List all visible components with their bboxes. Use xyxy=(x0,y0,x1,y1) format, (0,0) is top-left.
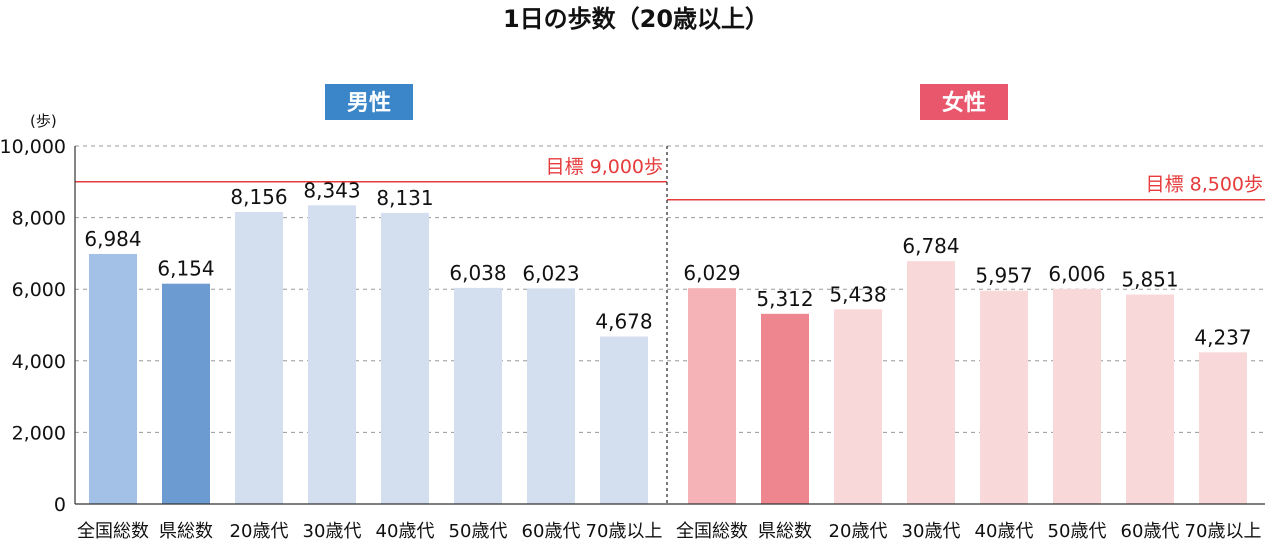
male-value-label: 4,678 xyxy=(595,310,652,334)
male-bar xyxy=(527,288,575,504)
male-category-label: 50歳代 xyxy=(449,521,508,542)
female-bar xyxy=(688,288,736,504)
female-target-label: 目標 8,500歩 xyxy=(1146,174,1263,196)
female-value-label: 5,438 xyxy=(829,282,886,306)
female-bar xyxy=(1199,352,1247,504)
male-value-label: 6,038 xyxy=(449,261,506,285)
male-category-label: 30歳代 xyxy=(303,521,362,542)
female-value-label: 4,237 xyxy=(1194,325,1251,349)
male-category-label: 60歳代 xyxy=(522,521,581,542)
male-bar xyxy=(235,212,283,504)
male-value-label: 6,984 xyxy=(84,227,141,251)
y-tick-label: 8,000 xyxy=(12,208,66,230)
female-badge-label: 女性 xyxy=(942,90,986,116)
male-bar xyxy=(308,205,356,504)
female-value-label: 6,784 xyxy=(902,234,959,258)
female-value-label: 5,312 xyxy=(756,287,813,311)
female-bar xyxy=(1126,294,1174,504)
female-badge xyxy=(920,84,1008,120)
female-value-label: 6,006 xyxy=(1048,262,1105,286)
male-category-label: 全国総数 xyxy=(77,521,149,542)
chart-title: 1日の歩数（20歳以上） xyxy=(503,5,769,33)
female-category-label: 県総数 xyxy=(758,521,812,542)
male-bar xyxy=(89,253,137,504)
y-tick-label: 6,000 xyxy=(12,279,66,301)
female-value-label: 5,851 xyxy=(1121,268,1178,292)
axis-layer: 0 2,000 4,000 6,000 8,000 10,000 xyxy=(0,136,1265,516)
female-category-label: 60歳代 xyxy=(1121,521,1180,542)
female-value-label: 6,029 xyxy=(683,261,740,285)
male-category-label: 20歳代 xyxy=(230,521,289,542)
labels-layer: 6,984 全国総数 6,154 県総数 8,156 20歳代 8,343 30歳代 8,131… xyxy=(77,178,1261,542)
female-value-label: 5,957 xyxy=(975,264,1032,288)
male-value-label: 8,156 xyxy=(230,185,287,209)
y-tick-label: 0 xyxy=(54,494,66,516)
female-bar xyxy=(761,313,809,504)
male-bar xyxy=(162,283,210,504)
female-bar xyxy=(907,261,955,504)
male-value-label: 8,131 xyxy=(376,186,433,210)
female-bar xyxy=(980,290,1028,504)
male-value-label: 6,023 xyxy=(522,261,579,285)
male-category-label: 県総数 xyxy=(159,521,213,542)
bars-layer xyxy=(89,205,1247,504)
male-target-label: 目標 9,000歩 xyxy=(546,156,663,178)
grid-layer xyxy=(75,145,1265,433)
male-bar xyxy=(600,336,648,504)
y-tick-label: 2,000 xyxy=(12,422,66,444)
female-bar xyxy=(834,309,882,504)
female-category-label: 全国総数 xyxy=(676,521,748,542)
female-bar xyxy=(1053,288,1101,504)
female-category-label: 70歳以上 xyxy=(1185,521,1262,542)
male-badge-label: 男性 xyxy=(347,91,391,116)
male-bar xyxy=(454,287,502,504)
male-value-label: 8,343 xyxy=(303,178,360,202)
female-category-label: 20歳代 xyxy=(829,521,888,542)
male-category-label: 40歳代 xyxy=(376,521,435,542)
male-badge xyxy=(325,84,413,120)
y-tick-label: 10,000 xyxy=(0,136,66,158)
male-category-label: 70歳以上 xyxy=(586,521,663,542)
y-tick-label: 4,000 xyxy=(12,351,66,373)
female-category-label: 30歳代 xyxy=(902,521,961,542)
male-value-label: 6,154 xyxy=(157,257,214,281)
female-category-label: 40歳代 xyxy=(975,521,1034,542)
female-category-label: 50歳代 xyxy=(1048,521,1107,542)
y-axis-unit: (歩) xyxy=(30,112,57,130)
male-bar xyxy=(381,212,429,504)
